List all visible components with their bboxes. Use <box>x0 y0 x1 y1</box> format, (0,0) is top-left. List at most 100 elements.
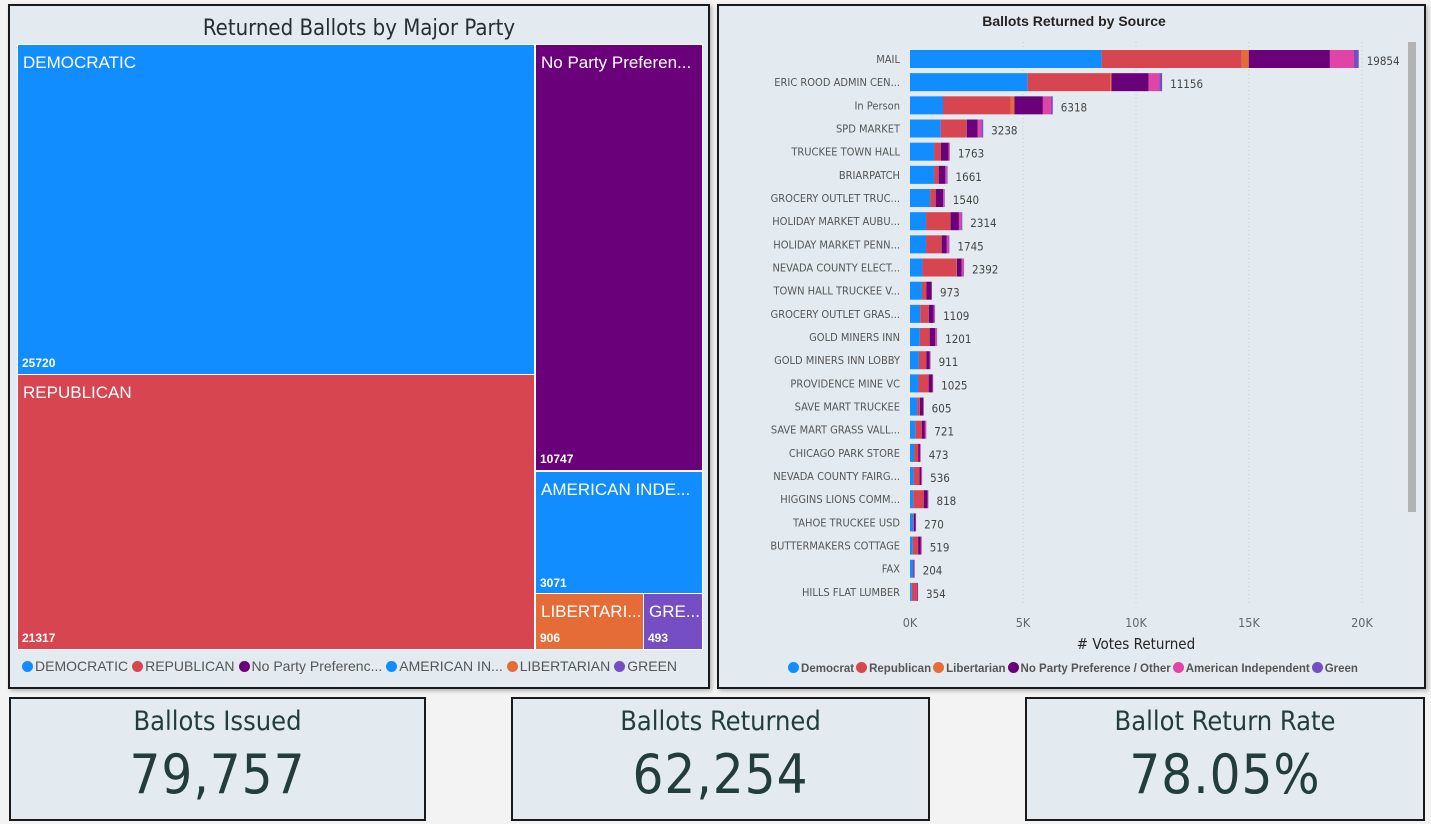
bar-segment[interactable] <box>935 328 937 347</box>
legend-item[interactable]: Green <box>1311 662 1358 675</box>
bar-segment[interactable] <box>910 142 935 161</box>
bar-segment[interactable] <box>929 328 936 347</box>
bar-segment[interactable] <box>943 189 945 208</box>
bar-segment[interactable] <box>910 258 923 277</box>
bar-segment[interactable] <box>1329 50 1354 68</box>
bar-segment[interactable] <box>941 235 947 254</box>
bar-segment[interactable] <box>910 328 920 347</box>
bar-segment[interactable] <box>1148 73 1160 92</box>
bar-segment[interactable] <box>1101 50 1242 68</box>
bar-segment[interactable] <box>920 304 929 323</box>
bar-segment[interactable] <box>910 189 931 208</box>
bar-segment[interactable] <box>926 235 942 254</box>
bar-segment[interactable] <box>948 142 950 161</box>
bar-segment[interactable] <box>1159 73 1163 92</box>
bar-segment[interactable] <box>926 281 932 300</box>
bar-segment[interactable] <box>910 351 919 370</box>
bar-segment[interactable] <box>1248 50 1330 68</box>
bar-segment[interactable] <box>921 467 922 486</box>
bar-segment[interactable] <box>1241 50 1249 68</box>
bar-segment[interactable] <box>917 397 920 416</box>
bar-segment[interactable] <box>1014 96 1043 115</box>
bar-segment[interactable] <box>927 490 929 509</box>
bar-segment[interactable] <box>910 374 919 393</box>
treemap-tile[interactable]: AMERICAN INDE... 3071 <box>535 471 703 595</box>
bar-segment[interactable] <box>910 467 914 486</box>
bar-segment[interactable] <box>1050 96 1053 115</box>
bar-segment[interactable] <box>910 119 941 138</box>
bar-segment[interactable] <box>930 189 936 208</box>
legend-item[interactable]: Libertarian <box>933 662 1006 675</box>
bar-segment[interactable] <box>958 212 962 231</box>
bar-segment[interactable] <box>910 420 916 439</box>
bar-segment[interactable] <box>918 536 921 555</box>
bar-segment[interactable] <box>977 119 982 138</box>
bar-segment[interactable] <box>942 96 1011 115</box>
legend-item[interactable]: LIBERTARIAN <box>506 658 610 674</box>
legend-item[interactable]: No Party Preferenc... <box>238 658 382 674</box>
bar-segment[interactable] <box>928 374 933 393</box>
legend-item[interactable]: DEMOCRATIC <box>22 658 128 674</box>
bar-segment[interactable] <box>934 142 941 161</box>
bar-segment[interactable] <box>922 258 957 277</box>
bar-segment[interactable] <box>956 258 962 277</box>
bar-segment[interactable] <box>924 420 927 439</box>
bar-segment[interactable] <box>911 582 917 601</box>
bar-segment[interactable] <box>913 513 916 532</box>
bar-segment[interactable] <box>910 490 914 509</box>
bar-segment[interactable] <box>981 119 984 138</box>
bar-segment[interactable] <box>915 420 922 439</box>
bar-segment[interactable] <box>919 397 924 416</box>
bar-segment[interactable] <box>928 304 934 323</box>
bar-segment[interactable] <box>916 582 918 601</box>
bar-segment[interactable] <box>910 212 927 231</box>
bar-segment[interactable] <box>910 281 922 300</box>
bar-segment[interactable] <box>919 443 921 462</box>
bar-segment[interactable] <box>1027 73 1111 92</box>
bar-segment[interactable] <box>910 235 927 254</box>
bar-segment[interactable] <box>914 443 919 462</box>
bar-segment[interactable] <box>1010 96 1015 115</box>
bar-segment[interactable] <box>921 281 927 300</box>
treemap-tile[interactable]: DEMOCRATIC 25720 <box>17 44 535 375</box>
bar-segment[interactable] <box>919 467 922 486</box>
bar-segment[interactable] <box>934 165 939 184</box>
treemap-tile[interactable]: GRE... 493 <box>643 593 703 650</box>
bar-segment[interactable] <box>926 212 951 231</box>
legend-item[interactable]: American Independent <box>1172 662 1310 675</box>
bar-segment[interactable] <box>920 536 922 555</box>
bar-segment[interactable] <box>910 443 915 462</box>
bar-segment[interactable] <box>950 212 959 231</box>
bar-segment[interactable] <box>910 304 921 323</box>
bar-segment[interactable] <box>1353 50 1359 68</box>
legend-item[interactable]: REPUBLICAN <box>132 658 235 674</box>
bar-segment[interactable] <box>926 351 930 370</box>
bar-segment[interactable] <box>910 559 914 578</box>
bar-segment[interactable] <box>910 165 935 184</box>
bar-segment[interactable] <box>932 374 934 393</box>
bar-segment[interactable] <box>961 258 964 277</box>
bar-segment[interactable] <box>923 490 928 509</box>
bar-segment[interactable] <box>938 165 946 184</box>
legend-item[interactable]: GREEN <box>614 658 677 674</box>
bar-segment[interactable] <box>910 96 943 115</box>
legend-item[interactable]: Democrat <box>788 662 854 675</box>
bar-segment[interactable] <box>940 119 967 138</box>
bar-segment[interactable] <box>940 142 949 161</box>
bar-segment[interactable] <box>910 513 914 532</box>
bar-segment[interactable] <box>1042 96 1051 115</box>
bar-segment[interactable] <box>933 304 935 323</box>
bar-segment[interactable] <box>935 189 944 208</box>
bar-segment[interactable] <box>910 582 912 601</box>
bar-segment[interactable] <box>919 328 930 347</box>
bar-segment[interactable] <box>910 73 1028 92</box>
bar-segment[interactable] <box>910 50 1102 68</box>
bar-segment[interactable] <box>918 351 927 370</box>
bar-segment[interactable] <box>961 212 963 231</box>
treemap-tile[interactable]: LIBERTARI... 906 <box>535 593 645 650</box>
bar-segment[interactable] <box>946 165 948 184</box>
bar-segment[interactable] <box>913 559 915 578</box>
bar-segment[interactable] <box>913 467 920 486</box>
bar-segment[interactable] <box>913 490 924 509</box>
treemap-tile[interactable]: REPUBLICAN 21317 <box>17 374 535 650</box>
